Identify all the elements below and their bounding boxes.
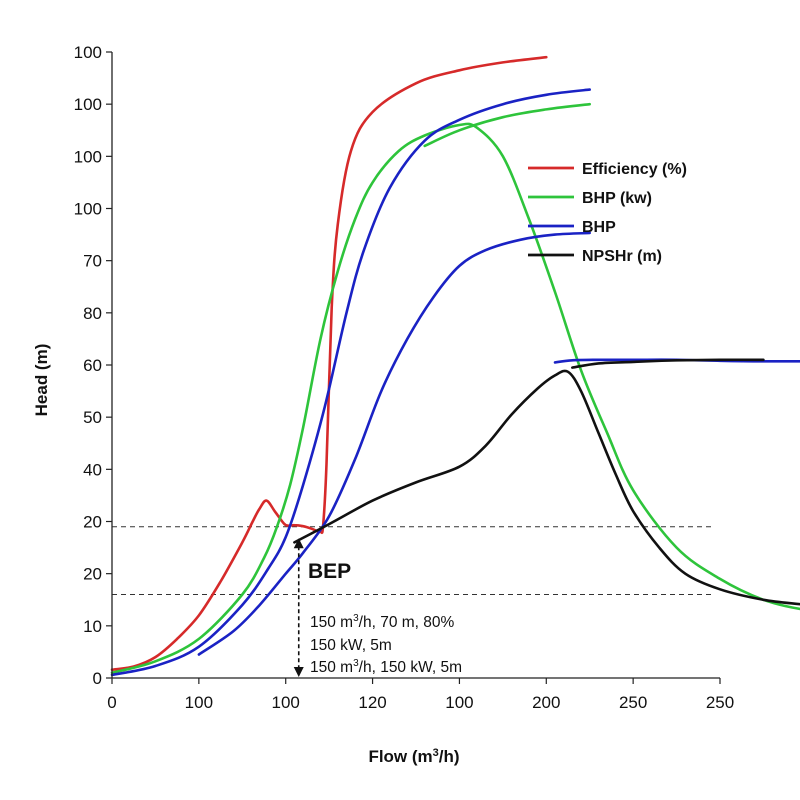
y-tick-label: 50 xyxy=(83,408,102,427)
y-tick-label: 40 xyxy=(83,460,102,479)
axis-ticks: 0 10 20 20 40 50 60 80 70 100 100 100 100 0 100 100 120 1… xyxy=(74,43,735,712)
x-tick-label: 120 xyxy=(358,693,386,712)
y-axis-title: Head (m) xyxy=(32,344,51,417)
legend-label: Efficiency (%) xyxy=(582,161,687,178)
bep-annotation-line1: 150 m3/h, 70 m, 80% xyxy=(310,613,455,631)
series-line-bhp-kw-extension xyxy=(423,102,591,148)
bep-arrowhead-up xyxy=(293,538,304,549)
x-tick-label: 250 xyxy=(619,693,647,712)
series-line-npshr-m xyxy=(293,369,800,606)
series-line-bhp xyxy=(110,88,591,677)
y-tick-label: 100 xyxy=(74,43,102,62)
x-tick-label: 100 xyxy=(272,693,300,712)
x-tick-label: 100 xyxy=(445,693,473,712)
y-tick-label: 100 xyxy=(74,147,102,166)
bep-marker xyxy=(293,538,304,677)
bep-arrowhead-down xyxy=(293,666,304,677)
legend-label: NPSHr (m) xyxy=(582,248,662,265)
y-tick-label: 80 xyxy=(83,304,102,323)
series-line-npshr-m-upper xyxy=(571,358,765,369)
x-axis-title-main: Flow (m xyxy=(368,747,432,766)
legend-label: BHP xyxy=(582,219,616,236)
bep-annotation-line2: 150 kW, 5m xyxy=(310,637,392,654)
x-tick-label: 200 xyxy=(532,693,560,712)
reference-lines xyxy=(112,526,714,596)
y-tick-label: 20 xyxy=(83,565,102,584)
x-tick-label: 0 xyxy=(107,693,116,712)
y-tick-label: 0 xyxy=(93,669,102,688)
y-tick-label: 10 xyxy=(83,617,102,636)
y-tick-label: 20 xyxy=(83,513,102,532)
x-tick-label: 250 xyxy=(706,693,734,712)
series-line-bhp-kw xyxy=(110,122,800,675)
y-tick-label: 100 xyxy=(74,95,102,114)
series-layer xyxy=(110,55,800,677)
y-tick-label: 100 xyxy=(74,200,102,219)
x-axis-title-sup: 3 xyxy=(433,747,439,759)
x-axis-title: Flow (m3/h) xyxy=(368,747,459,766)
axes xyxy=(111,52,720,679)
series-line-efficiency xyxy=(110,55,548,671)
y-tick-label: 70 xyxy=(83,252,102,271)
series-line-bhp-2 xyxy=(197,231,591,656)
x-axis-title-end: /h) xyxy=(439,747,460,766)
y-tick-label: 60 xyxy=(83,356,102,375)
x-tick-label: 100 xyxy=(185,693,213,712)
legend-label: BHP (kw) xyxy=(582,190,652,207)
legend: Efficiency (%) BHP (kw) BHP NPSHr (m) xyxy=(528,161,687,265)
bep-label: BEP xyxy=(308,560,351,583)
bep-annotation-line3: 150 m3/h, 150 kW, 5m xyxy=(310,658,462,676)
